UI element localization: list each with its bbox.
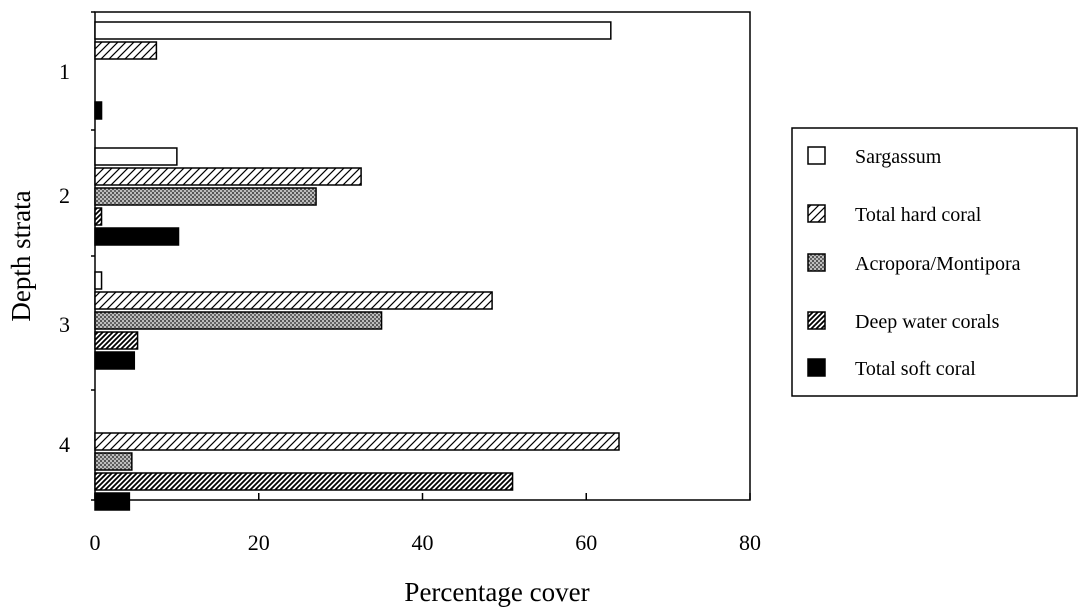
legend-swatch-sargassum [807,146,826,165]
x-tick-label: 0 [90,530,101,555]
legend-swatch-acropora-montipora [807,253,826,272]
legend-label-total-soft-coral: Total soft coral [855,358,976,380]
plot-frame [94,11,751,501]
bar-acropora-montipora-stratum-2 [94,187,317,206]
bar-total-hard-coral-stratum-4 [94,432,620,451]
bar-sargassum-stratum-1 [94,21,612,40]
y-axis-title: Depth strata [6,190,36,321]
bar-deep-water-corals-stratum-2 [94,207,103,226]
bar-total-soft-coral-stratum-3 [94,351,136,370]
x-tick-label: 60 [575,530,597,555]
bar-total-soft-coral-stratum-2 [94,227,180,246]
bar-deep-water-corals-stratum-4 [94,472,514,491]
legend-swatch-deep-water-corals [807,311,826,330]
legend-label-total-hard-coral: Total hard coral [855,204,982,226]
bar-total-soft-coral-stratum-1 [94,101,103,120]
x-tick-label: 40 [412,530,434,555]
bar-deep-water-corals-stratum-3 [94,331,139,350]
bar-total-hard-coral-stratum-1 [94,41,158,60]
legend-swatch-total-soft-coral [807,358,826,377]
axis-ticks: 0 20 40 60 80 1 2 3 4 [59,11,761,555]
bar-total-soft-coral-stratum-4 [94,492,131,511]
bar-sargassum-stratum-2 [94,147,178,166]
bar-acropora-montipora-stratum-3 [94,311,383,330]
legend-frame [791,127,1078,397]
legend-swatch-total-hard-coral [807,204,826,223]
bar-total-hard-coral-stratum-3 [94,291,493,310]
bar-acropora-montipora-stratum-4 [94,452,133,471]
legend-label-sargassum: Sargassum [855,146,942,168]
y-category-label: 4 [59,432,70,457]
y-category-label: 2 [59,183,70,208]
x-axis-title: Percentage cover [404,577,589,607]
y-category-label: 3 [59,312,70,337]
bars-layer [94,21,620,511]
bar-total-hard-coral-stratum-2 [94,167,362,186]
x-tick-label: 20 [248,530,270,555]
legend-label-acropora-montipora: Acropora/Montipora [855,253,1021,275]
legend-label-deep-water-corals: Deep water corals [855,311,1000,333]
x-tick-label: 80 [739,530,761,555]
bar-sargassum-stratum-3 [94,271,103,290]
legend: Sargassum Total hard coral Acropora/Mont… [791,127,1078,397]
y-category-label: 1 [59,59,70,84]
